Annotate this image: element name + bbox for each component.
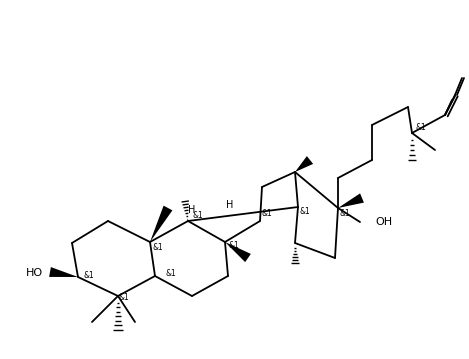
Polygon shape [49, 267, 78, 277]
Text: &1: &1 [118, 294, 129, 303]
Text: OH: OH [375, 217, 392, 227]
Text: &1: &1 [300, 208, 311, 216]
Text: &1: &1 [262, 210, 273, 219]
Polygon shape [225, 242, 251, 262]
Text: &1: &1 [165, 270, 176, 279]
Text: &1: &1 [228, 241, 239, 250]
Text: &1: &1 [83, 270, 94, 280]
Text: &1: &1 [415, 123, 426, 132]
Polygon shape [150, 206, 173, 242]
Text: HO: HO [26, 268, 43, 278]
Text: &1: &1 [192, 210, 203, 219]
Text: &1: &1 [152, 243, 163, 252]
Text: H: H [189, 205, 196, 215]
Text: H: H [227, 200, 234, 210]
Text: &1: &1 [340, 209, 351, 218]
Polygon shape [338, 194, 364, 208]
Polygon shape [295, 156, 313, 172]
